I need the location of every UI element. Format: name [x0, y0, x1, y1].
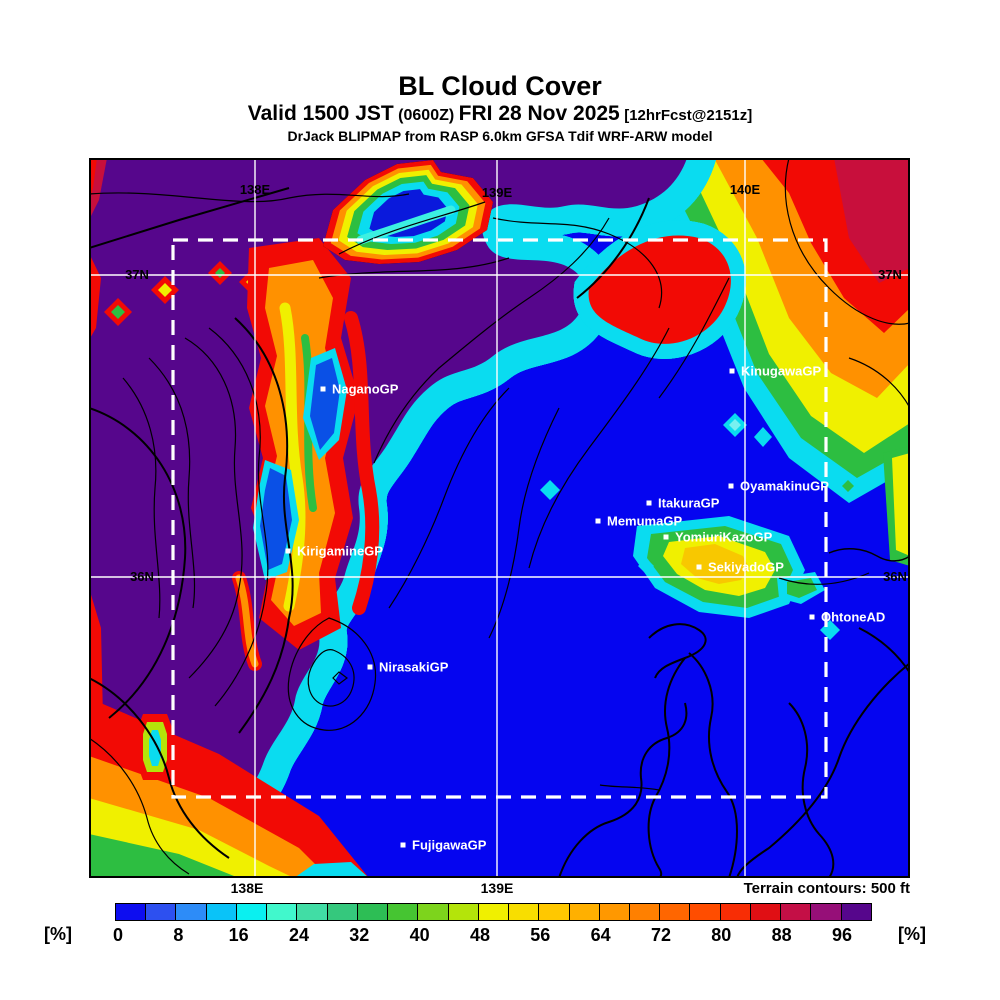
colorbar-tick-48: 48: [469, 925, 490, 945]
station-label-memumagp: MemumaGP: [607, 514, 682, 529]
grid-label-top-140e: 140E: [730, 182, 761, 197]
colorbar-tick-80: 80: [711, 925, 732, 945]
grid-label-top-139e: 139E: [482, 185, 513, 200]
cloud-region-topright: [629, 158, 910, 566]
map-canvas: 138E 139E 140E 37N 37N 36N 36N NaganoGP Kinugaw…: [89, 158, 910, 878]
valid-prefix: Valid 1500 JST: [247, 102, 394, 126]
colorbar-cell-17: [628, 904, 660, 920]
station-marker-kinugawagp: [729, 368, 735, 374]
station-marker-kirigaminegp: [285, 548, 291, 554]
colorbar-cell-21: [749, 904, 781, 920]
colorbar-tick-16: 16: [228, 925, 249, 945]
colorbar-tick-40: 40: [409, 925, 430, 945]
cloud-blob-red: [589, 235, 731, 343]
station-marker-fujigawagp: [400, 842, 406, 848]
terrain-contours: [89, 158, 910, 878]
sekiyado-patch: [633, 516, 805, 618]
colorbar-tick-64: 64: [590, 925, 611, 945]
colorbar-cell-6: [296, 904, 327, 920]
station-marker-memumagp: [595, 518, 601, 524]
station-label-itakuragp: ItakuraGP: [658, 496, 720, 511]
colorbar-cell-16: [598, 904, 629, 920]
colorbar-cell-23: [810, 904, 841, 920]
page-title: BL Cloud Cover: [398, 71, 602, 101]
station-marker-oyamakinugp: [728, 483, 734, 489]
colorbar-cell-19: [689, 904, 720, 920]
bottom-label-138e: 138E: [230, 880, 264, 896]
model-line: DrJack BLIPMAP from RASP 6.0km GFSA Tdif…: [287, 128, 713, 145]
colorbar-cell-24: [840, 904, 871, 920]
grid-label-left-37n: 37N: [125, 267, 149, 282]
station-label-oyamakinugp: OyamakinuGP: [740, 479, 829, 494]
colorbar-cell-14: [538, 904, 569, 920]
latlon-grid: [89, 158, 910, 878]
station-marker-ohtonead: [809, 614, 815, 620]
station-marker-yomiurikazogp: [663, 534, 669, 540]
station-label-kirigaminegp: KirigamineGP: [297, 544, 383, 559]
colorbar-tick-72: 72: [650, 925, 671, 945]
station-marker-sekiyadogp: [696, 564, 702, 570]
station-label-ohtonead: OhtoneAD: [821, 610, 885, 625]
valid-zulu: (0600Z): [398, 107, 455, 125]
station-label-naganogp: NaganoGP: [332, 382, 399, 397]
colorbar-cell-4: [235, 904, 267, 920]
header: BL Cloud Cover Valid 1500 JST (0600Z) FR…: [0, 71, 1000, 145]
colorbar-cell-8: [356, 904, 388, 920]
colorbar-cell-5: [266, 904, 297, 920]
colorbar-tick-0: 0: [112, 925, 123, 945]
mountain-complex: [232, 238, 380, 671]
colorbar-cell-22: [780, 904, 811, 920]
domain-box: [171, 238, 828, 799]
colorbar-tick-24: 24: [288, 925, 309, 945]
colorbar-cell-3: [205, 904, 236, 920]
station-marker-nirasakigp: [367, 664, 373, 670]
grid-labels: 138E 139E 140E 37N 37N 36N 36N: [125, 182, 907, 584]
colorbar-cell-2: [175, 904, 206, 920]
station-label-fujigawagp: FujigawaGP: [412, 838, 487, 853]
terrain-note: Terrain contours: 500 ft: [743, 880, 910, 897]
colorbar-tick-56: 56: [530, 925, 551, 945]
station-label-sekiyadogp: SekiyadoGP: [708, 560, 784, 575]
colorbar-cell-10: [417, 904, 448, 920]
grid-label-right-36n: 36N: [883, 569, 907, 584]
station-marker-itakuragp: [646, 500, 652, 506]
grid-label-left-36n: 36N: [130, 569, 154, 584]
colorbar-cell-0: [116, 904, 146, 920]
colorbar-cell-11: [447, 904, 478, 920]
colorbar-cell-13: [508, 904, 539, 920]
colorbar-unit-right: [%]: [898, 924, 926, 944]
bottom-label-139e: 139E: [480, 880, 514, 896]
station-marker-naganogp: [320, 386, 326, 392]
station-label-nirasakigp: NirasakiGP: [379, 660, 449, 675]
colorbar-tick-32: 32: [349, 925, 370, 945]
map-border: [89, 158, 910, 878]
colorbar-tick-8: 8: [173, 925, 184, 945]
grid-label-right-37n: 37N: [878, 267, 902, 282]
colorbar-tick-88: 88: [771, 925, 792, 945]
colorbar-cell-18: [659, 904, 690, 920]
colorbar-cell-1: [145, 904, 176, 920]
colorbar-cell-15: [568, 904, 599, 920]
station-markers: NaganoGP KinugawaGP OyamakinuGP ItakuraGP Me…: [285, 364, 885, 853]
valid-date: FRI 28 Nov 2025: [458, 102, 620, 126]
colorbar-unit-left: [%]: [44, 924, 72, 944]
cloud-cover-map: 138E 139E 140E 37N 37N 36N 36N NaganoGP Kinugaw…: [89, 158, 910, 878]
colorbar-cell-12: [477, 904, 509, 920]
colorbar-cell-20: [719, 904, 750, 920]
cloud-region-overcast: [89, 158, 688, 850]
colorbar-tick-96: 96: [831, 925, 852, 945]
cloud-cover-colorbar: [115, 903, 872, 921]
colorbar-cell-7: [326, 904, 357, 920]
grid-label-top-138e: 138E: [240, 182, 271, 197]
colorbar-cell-9: [387, 904, 418, 920]
station-label-kinugawagp: KinugawaGP: [741, 364, 822, 379]
valid-time-line: Valid 1500 JST (0600Z) FRI 28 Nov 2025 […: [0, 102, 1000, 126]
station-label-yomiurikazogp: YomiuriKazoGP: [675, 530, 773, 545]
forecast-tag: [12hrFcst@2151z]: [624, 107, 753, 125]
big-lake: [323, 160, 493, 264]
